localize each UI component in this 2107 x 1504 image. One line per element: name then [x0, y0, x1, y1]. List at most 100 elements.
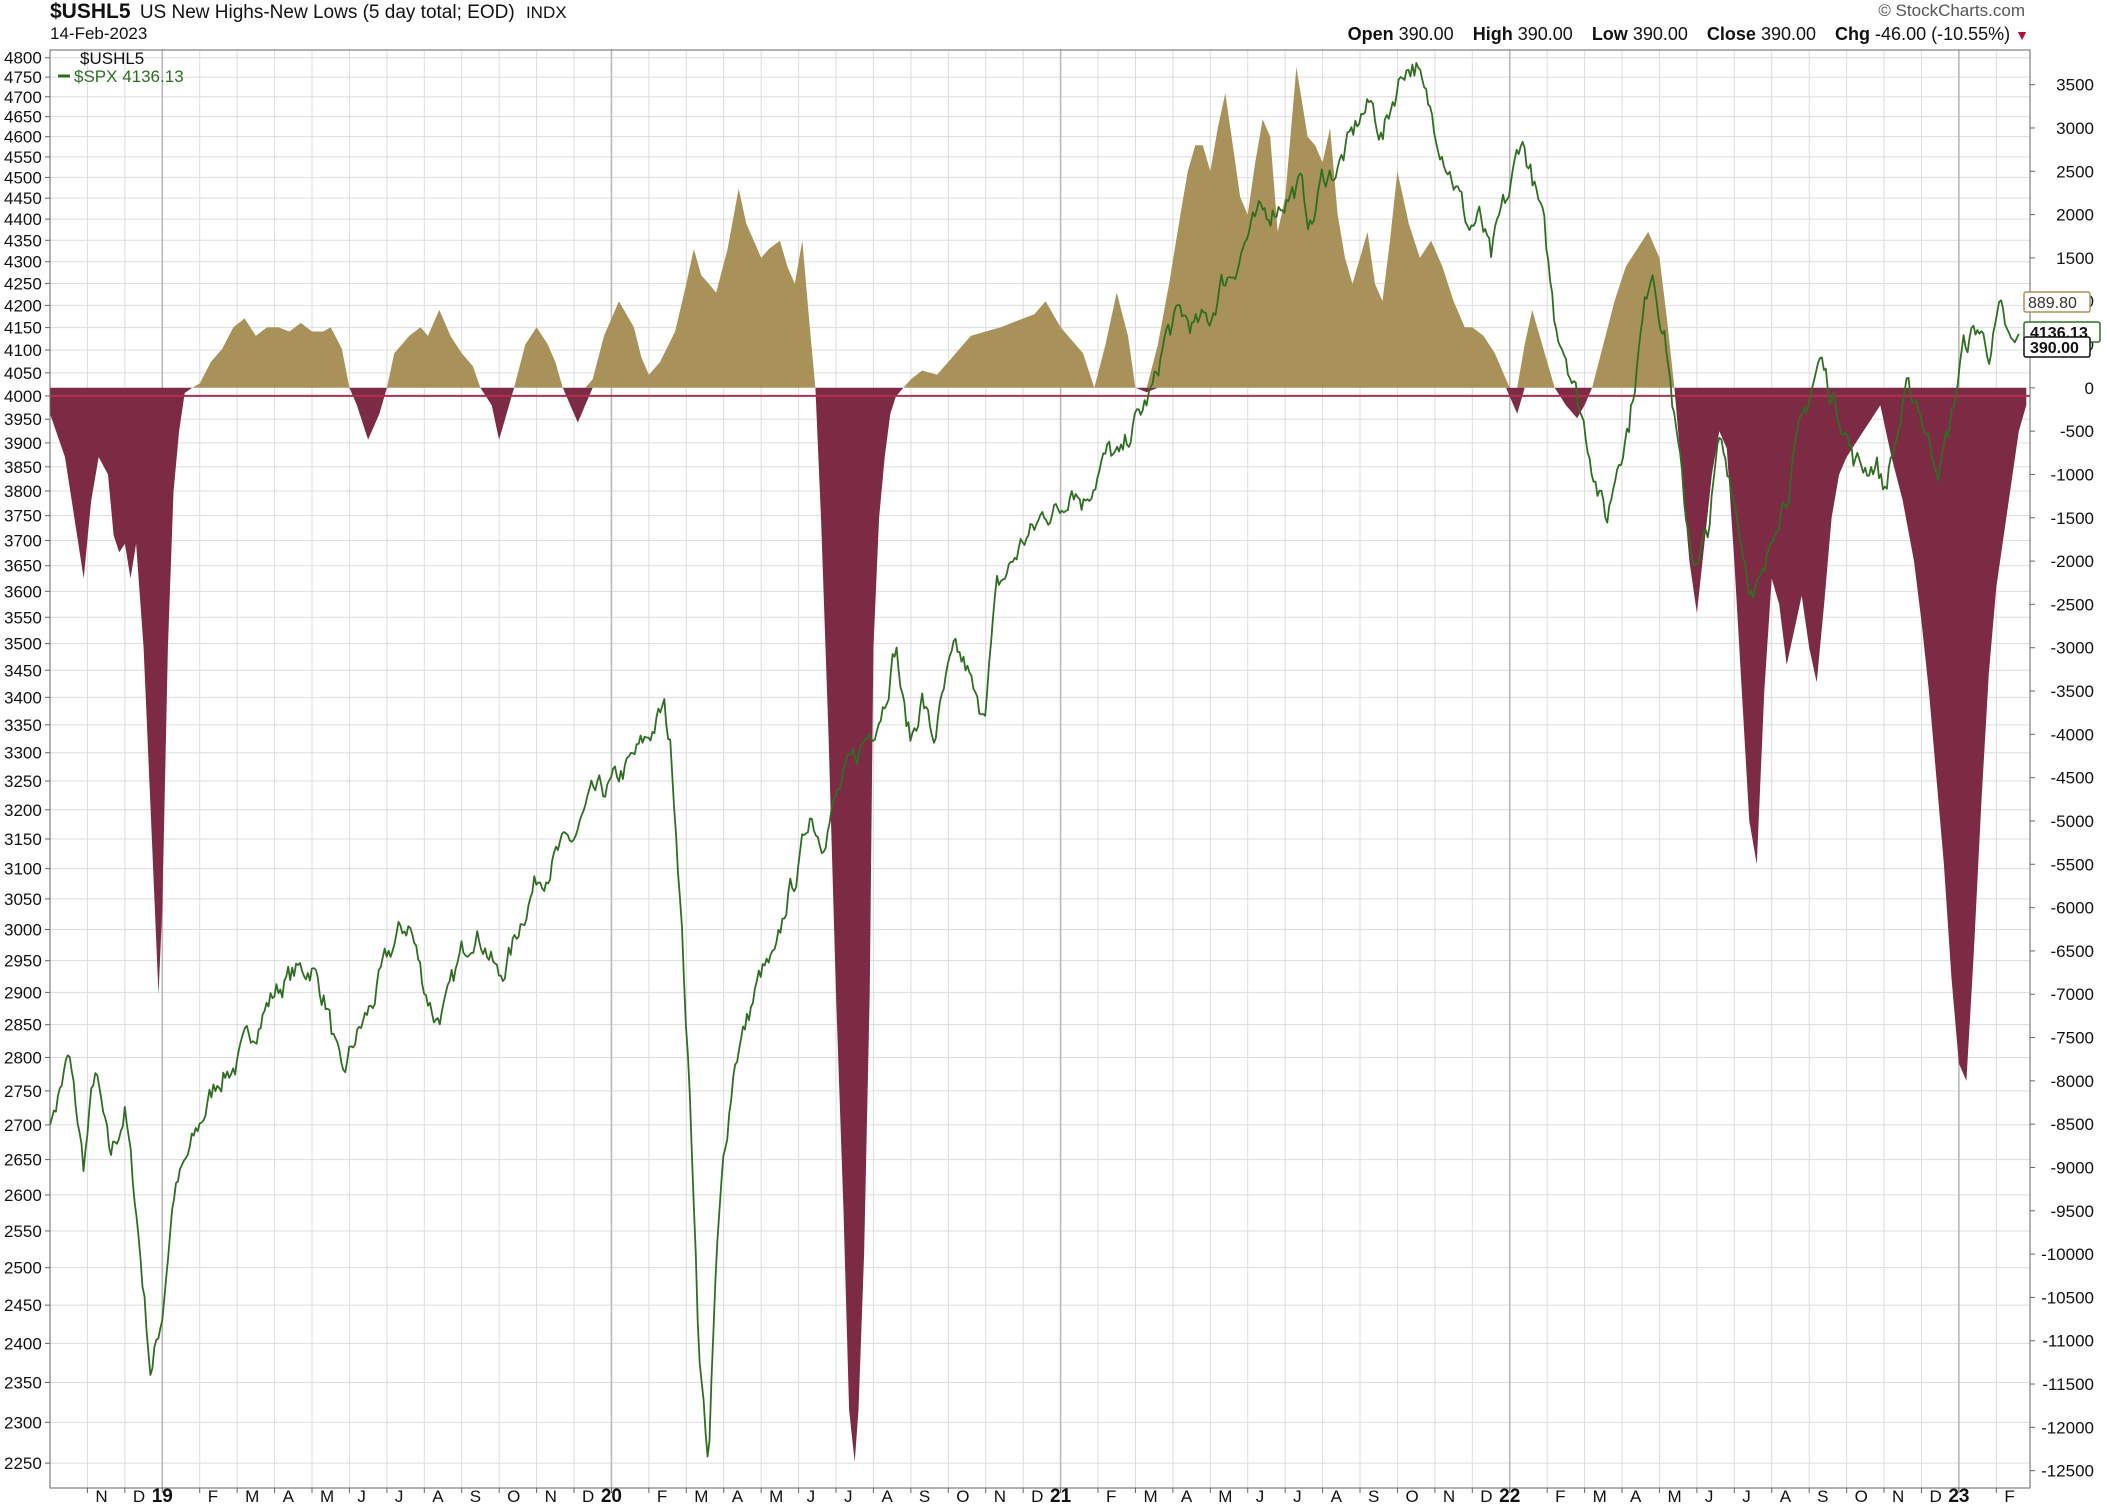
left-tick-label: 4450	[4, 189, 42, 208]
high-label: High	[1472, 24, 1513, 44]
month-label: N	[545, 1487, 557, 1504]
left-tick-label: 2550	[4, 1222, 42, 1241]
right-tick-label: -5500	[2051, 855, 2094, 874]
left-tick-label: 3250	[4, 772, 42, 791]
month-label: F	[208, 1487, 218, 1504]
year-label: 23	[1948, 1486, 1969, 1504]
month-label: J	[1705, 1487, 1714, 1504]
month-label: A	[881, 1487, 893, 1504]
left-tick-label: 3750	[4, 507, 42, 526]
month-label: M	[769, 1487, 783, 1504]
month-label: A	[732, 1487, 744, 1504]
left-tick-label: 3450	[4, 661, 42, 680]
right-tick-label: 3000	[2056, 119, 2094, 138]
high-value: 390.00	[1517, 24, 1573, 44]
chart-date: 14-Feb-2023	[50, 24, 148, 43]
positive-area	[50, 67, 2027, 388]
month-label: M	[1218, 1487, 1232, 1504]
month-label: S	[1817, 1487, 1828, 1504]
month-label: F	[1555, 1487, 1565, 1504]
right-tick-label: 2000	[2056, 206, 2094, 225]
low-value: 390.00	[1632, 24, 1688, 44]
left-tick-label: 4600	[4, 128, 42, 147]
left-tick-label: 3900	[4, 434, 42, 453]
plot-background	[50, 50, 2030, 1488]
month-label: A	[283, 1487, 295, 1504]
left-tick-label: 3700	[4, 531, 42, 550]
right-tick-label: -7000	[2051, 985, 2094, 1004]
right-tick-label: -8000	[2051, 1072, 2094, 1091]
right-tick-label: -4000	[2051, 725, 2094, 744]
year-label: 19	[152, 1486, 173, 1504]
spx-line	[49, 62, 2020, 1458]
left-tick-label: 2850	[4, 1016, 42, 1035]
grid	[50, 50, 2030, 1488]
left-tick-label: 2600	[4, 1186, 42, 1205]
left-tick-label: 2750	[4, 1082, 42, 1101]
left-tick-label: 3600	[4, 582, 42, 601]
plot-border	[49, 49, 2031, 1489]
open-value: 390.00	[1398, 24, 1454, 44]
left-tick-label: 4300	[4, 253, 42, 272]
month-label: D	[1031, 1487, 1043, 1504]
left-tick-label: 2250	[4, 1454, 42, 1473]
left-tick-label: 4350	[4, 231, 42, 250]
ohlc-readout: Open 390.00 High 390.00 Low 390.00 Close…	[1348, 24, 2029, 45]
chart-header: $USHL5 US New Highs-New Lows (5 day tota…	[0, 0, 2107, 46]
left-tick-label: 3350	[4, 716, 42, 735]
legend-overlay-label: $SPX 4136.13	[74, 67, 184, 86]
right-tick-label: -4500	[2051, 769, 2094, 788]
left-tick-label: 3950	[4, 410, 42, 429]
spx-line-path	[49, 62, 2020, 1458]
month-label: J	[357, 1487, 366, 1504]
value-tags: 889.80 4136.13 390.00	[2023, 291, 2101, 358]
month-label: D	[1929, 1487, 1941, 1504]
month-label: O	[507, 1487, 520, 1504]
month-label: F	[2004, 1487, 2014, 1504]
left-tick-label: 4000	[4, 387, 42, 406]
right-tick-label: -500	[2060, 422, 2094, 441]
month-label: D	[582, 1487, 594, 1504]
month-label: M	[1593, 1487, 1607, 1504]
right-tick-label: -9000	[2051, 1158, 2094, 1177]
left-tick-label: 2950	[4, 952, 42, 971]
month-label: M	[245, 1487, 259, 1504]
left-tick-label: 2650	[4, 1151, 42, 1170]
right-tick-label: -3000	[2051, 639, 2094, 658]
right-axis-ticks: 3500300025002000150010005000-500-1000-15…	[2030, 76, 2094, 1481]
month-label: F	[1106, 1487, 1116, 1504]
month-label: D	[133, 1487, 145, 1504]
right-tick-label: -7500	[2051, 1029, 2094, 1048]
left-tick-label: 3650	[4, 557, 42, 576]
month-label: J	[1293, 1487, 1302, 1504]
right-tick-label: -10500	[2041, 1288, 2094, 1307]
right-tick-label: -1000	[2051, 465, 2094, 484]
down-triangle-icon: ▼	[2015, 27, 2029, 43]
right-tick-label: -3500	[2051, 682, 2094, 701]
month-label: J	[807, 1487, 816, 1504]
left-tick-label: 2800	[4, 1048, 42, 1067]
left-tick-label: 2350	[4, 1373, 42, 1392]
right-tick-label: -6000	[2051, 899, 2094, 918]
left-tick-label: 4550	[4, 148, 42, 167]
month-label: A	[1181, 1487, 1193, 1504]
month-label: O	[956, 1487, 969, 1504]
month-label: J	[1742, 1487, 1751, 1504]
month-label: A	[1331, 1487, 1343, 1504]
left-tick-label: 3800	[4, 482, 42, 501]
month-label: M	[320, 1487, 334, 1504]
chart-title-row: $USHL5 US New Highs-New Lows (5 day tota…	[50, 0, 567, 24]
left-tick-label: 4200	[4, 296, 42, 315]
x-axis-ticks: N D 19 F M A M J J A S O N D 20 F M A M J J A S O N D 21 F M A M J J A S O N…	[86, 1486, 2015, 1504]
left-tick-label: 3150	[4, 830, 42, 849]
month-label: S	[1368, 1487, 1379, 1504]
right-tick-label: -1500	[2051, 509, 2094, 528]
chg-label: Chg	[1835, 24, 1871, 44]
left-tick-label: 3050	[4, 890, 42, 909]
year-label: 22	[1499, 1486, 1520, 1504]
right-tick-label: -6500	[2051, 942, 2094, 961]
month-label: M	[694, 1487, 708, 1504]
close-value: 390.00	[1760, 24, 1817, 44]
left-tick-label: 4150	[4, 319, 42, 338]
right-tick-label: 2500	[2056, 162, 2094, 181]
